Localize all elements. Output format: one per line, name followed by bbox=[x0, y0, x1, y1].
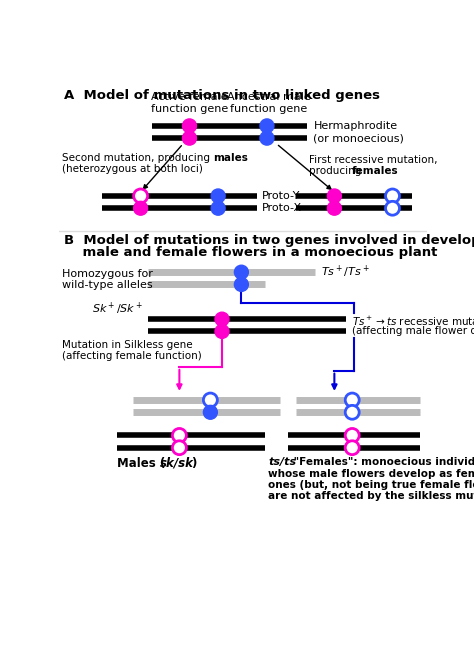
Circle shape bbox=[203, 393, 218, 407]
Circle shape bbox=[328, 189, 341, 203]
Circle shape bbox=[385, 201, 400, 215]
Text: $Sk^+/Sk^+$: $Sk^+/Sk^+$ bbox=[91, 301, 143, 317]
Text: Homozygous for: Homozygous for bbox=[63, 269, 153, 279]
Circle shape bbox=[182, 132, 196, 145]
Text: B  Model of mutations in two genes involved in development of: B Model of mutations in two genes involv… bbox=[64, 234, 474, 247]
Text: males: males bbox=[213, 153, 247, 163]
Text: "Females": monoecious individuals: "Females": monoecious individuals bbox=[290, 457, 474, 467]
Circle shape bbox=[235, 265, 248, 279]
Circle shape bbox=[215, 312, 229, 326]
Text: are not affected by the silkless mutation): are not affected by the silkless mutatio… bbox=[268, 491, 474, 501]
Text: Proto-Y: Proto-Y bbox=[262, 191, 301, 201]
Circle shape bbox=[182, 119, 196, 133]
Circle shape bbox=[385, 189, 400, 203]
Circle shape bbox=[173, 441, 186, 454]
Circle shape bbox=[215, 324, 229, 339]
Text: Second mutation, producing: Second mutation, producing bbox=[63, 153, 214, 163]
Circle shape bbox=[211, 189, 225, 203]
Text: whose male flowers develop as female: whose male flowers develop as female bbox=[268, 469, 474, 479]
Text: $Ts^+$$\to$$ts$ recessive mutation: $Ts^+$$\to$$ts$ recessive mutation bbox=[352, 315, 474, 328]
Circle shape bbox=[211, 201, 225, 215]
Text: (or monoecious): (or monoecious) bbox=[313, 133, 404, 143]
Circle shape bbox=[134, 201, 147, 215]
Circle shape bbox=[235, 277, 248, 292]
Circle shape bbox=[260, 132, 274, 145]
Text: producing: producing bbox=[309, 166, 365, 176]
Text: ): ) bbox=[191, 457, 196, 470]
Text: Proto-X: Proto-X bbox=[262, 203, 302, 214]
Text: Mutation in Silkless gene: Mutation in Silkless gene bbox=[63, 340, 193, 350]
Text: wild-type alleles: wild-type alleles bbox=[63, 280, 153, 290]
Text: (affecting female function): (affecting female function) bbox=[63, 351, 202, 361]
Circle shape bbox=[328, 201, 341, 215]
Text: (affecting male flower development): (affecting male flower development) bbox=[352, 326, 474, 336]
Circle shape bbox=[260, 119, 274, 133]
Text: $Ts^+/Ts^+$: $Ts^+/Ts^+$ bbox=[321, 264, 370, 281]
Circle shape bbox=[345, 406, 359, 419]
Circle shape bbox=[345, 393, 359, 407]
Text: First recessive mutation,: First recessive mutation, bbox=[309, 155, 438, 165]
Text: (heterozygous at both loci): (heterozygous at both loci) bbox=[63, 163, 203, 174]
Circle shape bbox=[134, 189, 147, 203]
Text: ones (but, not being true female flowers,: ones (but, not being true female flowers… bbox=[268, 480, 474, 490]
Text: Males (: Males ( bbox=[118, 457, 165, 470]
Circle shape bbox=[345, 428, 359, 442]
Circle shape bbox=[345, 441, 359, 454]
Circle shape bbox=[203, 406, 218, 419]
Text: females: females bbox=[352, 166, 399, 176]
Text: Ancestral male
function gene: Ancestral male function gene bbox=[227, 92, 310, 113]
Text: *: * bbox=[138, 191, 143, 201]
Text: ts/ts: ts/ts bbox=[268, 457, 297, 467]
Text: A  Model of mutations in two linked genes: A Model of mutations in two linked genes bbox=[64, 89, 380, 102]
Text: sk/sk: sk/sk bbox=[160, 457, 194, 470]
Text: male and female flowers in a monoecious plant: male and female flowers in a monoecious … bbox=[64, 246, 438, 259]
Text: Active female
function gene: Active female function gene bbox=[151, 92, 228, 113]
Circle shape bbox=[173, 428, 186, 442]
Text: Hermaphrodite: Hermaphrodite bbox=[313, 121, 398, 131]
